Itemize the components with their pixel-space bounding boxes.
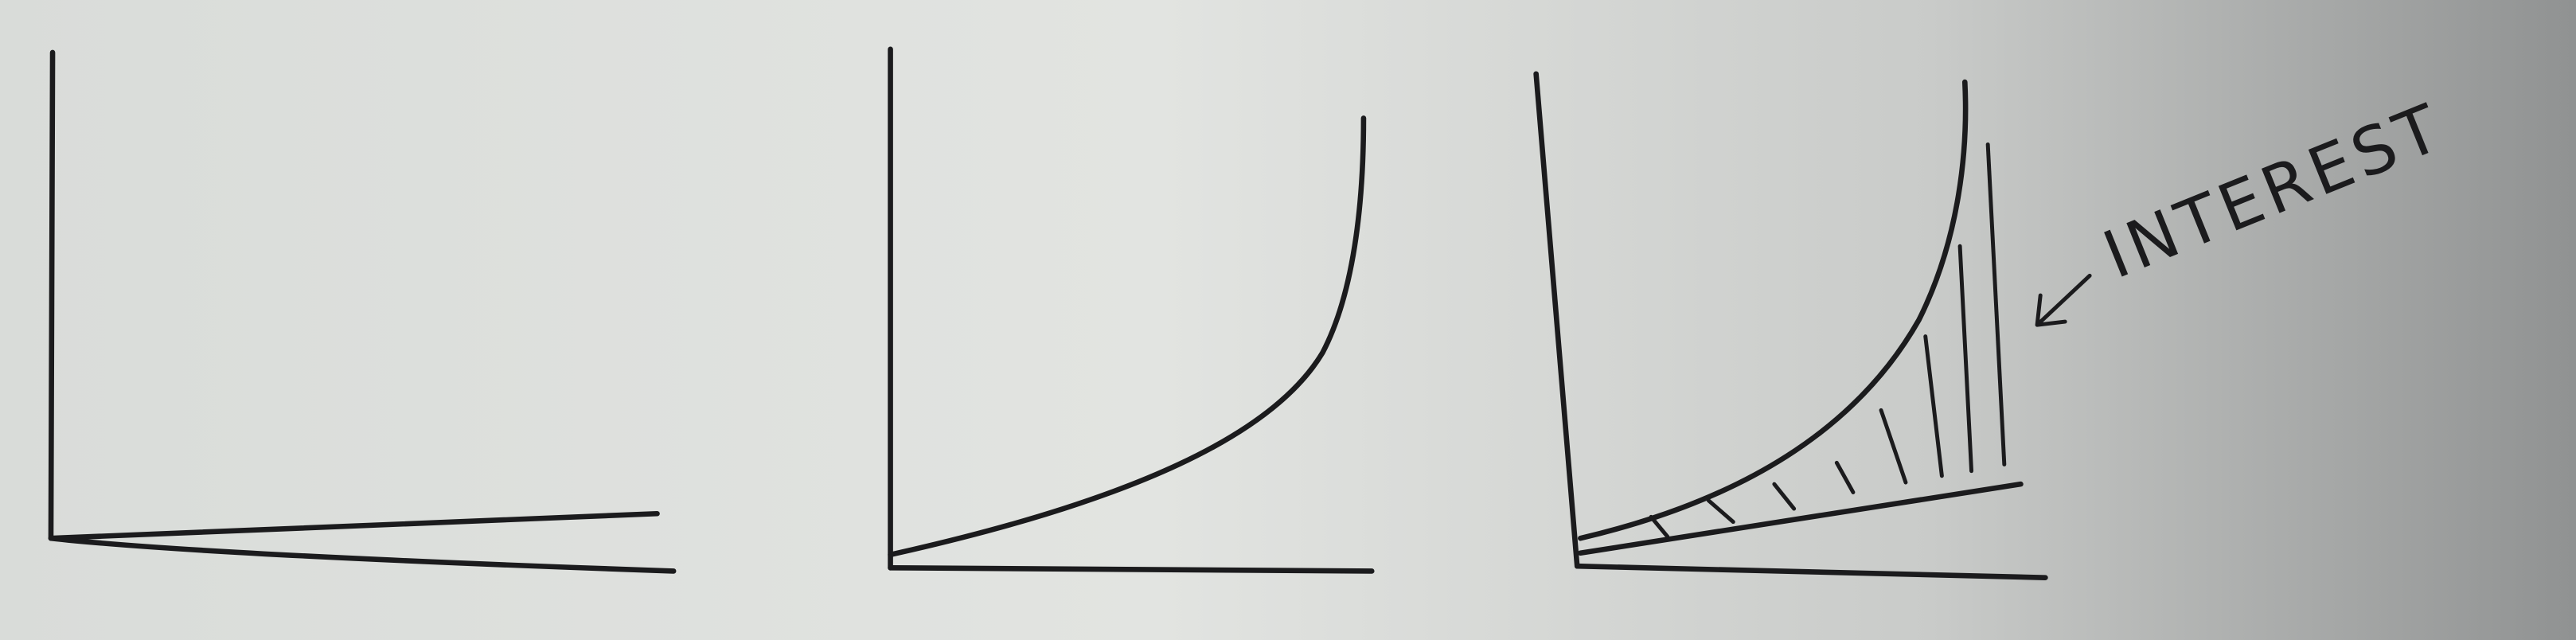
curve xyxy=(1578,79,1969,541)
sketch-exponential xyxy=(888,46,1375,574)
line xyxy=(1578,481,2024,556)
x-axis xyxy=(48,535,677,574)
x-axis xyxy=(1574,563,2048,580)
sketch-flat xyxy=(48,49,677,574)
x-axis xyxy=(888,564,1375,574)
y-axis xyxy=(48,49,56,541)
curve xyxy=(888,115,1367,558)
y-axis xyxy=(1533,71,1580,569)
hatching xyxy=(1649,142,2007,539)
arrow xyxy=(2035,273,2092,327)
line xyxy=(48,510,660,541)
